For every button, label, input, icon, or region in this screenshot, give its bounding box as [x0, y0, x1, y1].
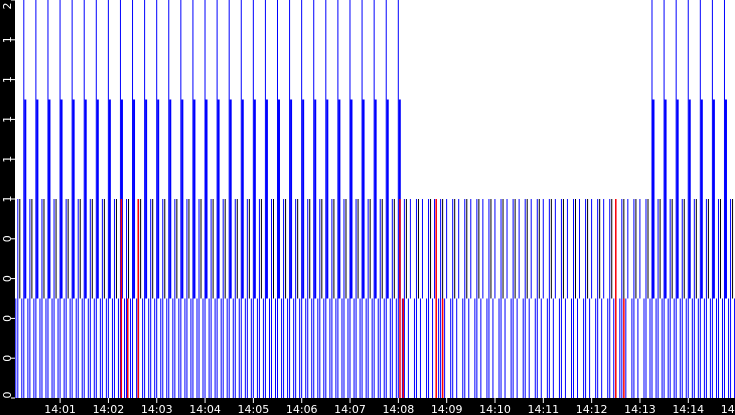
x-tick-label: 14:03 [141, 403, 173, 415]
x-tick-label: 14:11 [527, 403, 559, 415]
y-tick-label: 0 [1, 355, 14, 362]
y-tick-label: 1 [1, 116, 14, 123]
x-tick-label: 14:05 [238, 403, 270, 415]
x-tick-label: 14:09 [431, 403, 463, 415]
y-tick-label: 2 [1, 3, 14, 10]
x-tick-label: 14:01 [44, 403, 76, 415]
x-tick-label: 14:10 [479, 403, 511, 415]
x-tick-label: 14:15 [721, 403, 735, 415]
y-tick-label: 0 [1, 315, 14, 322]
x-tick-label: 14:02 [93, 403, 125, 415]
x-tick-label: 14:06 [286, 403, 318, 415]
y-tick-label: 0 [1, 235, 14, 242]
y-tick-label: 0 [1, 392, 14, 399]
y-tick-label: 0 [1, 275, 14, 282]
x-tick-label: 14:04 [189, 403, 221, 415]
y-tick-label: 1 [1, 76, 14, 83]
y-tick-label: 1 [1, 156, 14, 163]
x-tick-label: 14:13 [624, 403, 656, 415]
x-tick-label: 14:14 [672, 403, 704, 415]
x-tick-label: 14:12 [576, 403, 608, 415]
y-tick-label: 1 [1, 196, 14, 203]
y-tick-label: 1 [1, 36, 14, 43]
x-tick-label: 14:07 [334, 403, 366, 415]
x-tick-label: 14:08 [383, 403, 415, 415]
